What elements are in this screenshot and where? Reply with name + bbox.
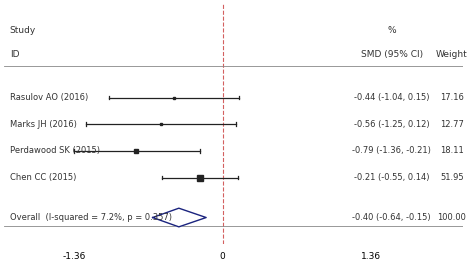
Text: SMD (95% CI): SMD (95% CI) — [361, 50, 423, 59]
Text: ID: ID — [9, 50, 19, 59]
Text: Chen CC (2015): Chen CC (2015) — [9, 173, 76, 182]
Text: -0.56 (-1.25, 0.12): -0.56 (-1.25, 0.12) — [354, 120, 429, 129]
Text: 51.95: 51.95 — [440, 173, 464, 182]
Text: %: % — [387, 26, 396, 35]
Text: Overall  (I-squared = 7.2%, p = 0.357): Overall (I-squared = 7.2%, p = 0.357) — [9, 213, 172, 222]
Text: 100.00: 100.00 — [438, 213, 466, 222]
Text: 18.11: 18.11 — [440, 146, 464, 155]
Text: Marks JH (2016): Marks JH (2016) — [9, 120, 76, 129]
Text: 17.16: 17.16 — [440, 93, 464, 102]
Text: -0.40 (-0.64, -0.15): -0.40 (-0.64, -0.15) — [353, 213, 431, 222]
Text: -0.21 (-0.55, 0.14): -0.21 (-0.55, 0.14) — [354, 173, 429, 182]
Text: 12.77: 12.77 — [440, 120, 464, 129]
Text: -0.79 (-1.36, -0.21): -0.79 (-1.36, -0.21) — [352, 146, 431, 155]
Text: Study: Study — [9, 26, 36, 35]
Text: -0.44 (-1.04, 0.15): -0.44 (-1.04, 0.15) — [354, 93, 429, 102]
Polygon shape — [153, 208, 206, 227]
Text: Perdawood SK (2015): Perdawood SK (2015) — [9, 146, 100, 155]
Text: Rasulov AO (2016): Rasulov AO (2016) — [9, 93, 88, 102]
Text: Weight: Weight — [436, 50, 468, 59]
